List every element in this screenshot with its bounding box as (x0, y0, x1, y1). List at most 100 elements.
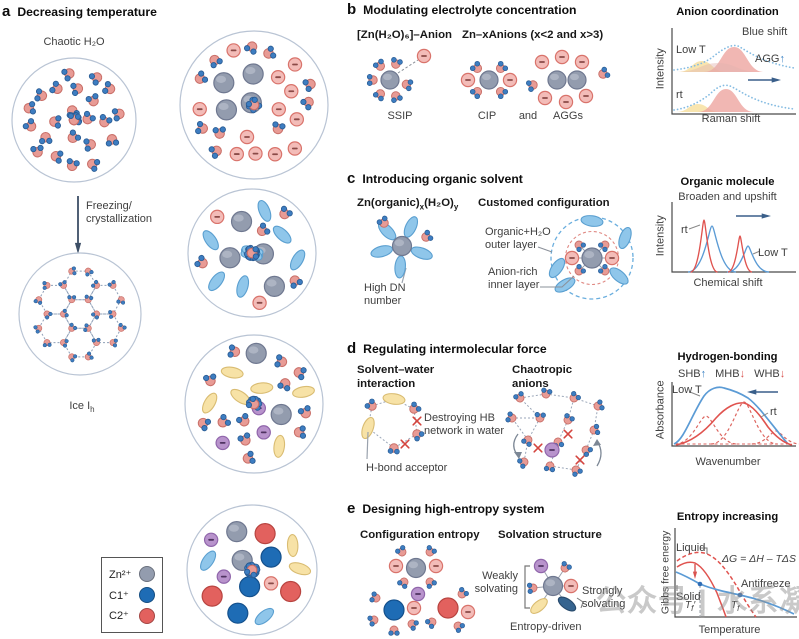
formula-organic-p1: Zn(organic) (357, 197, 420, 209)
zn-organic-diagram (370, 215, 434, 284)
nmr-chart-title: Organic molecule (680, 176, 775, 188)
ir-low-t-label: Low T (672, 384, 702, 396)
solid-label: Solid (676, 591, 701, 603)
ice-label-sub: h (90, 405, 95, 415)
solvent-line1: Solvent–water (357, 364, 435, 376)
gibbs-chart-title: Entropy increasing (676, 511, 779, 523)
panel-b-title: Modulating electrolyte concentration (363, 3, 577, 17)
panel-c-tag: c (347, 170, 356, 187)
cip-diagram (460, 60, 518, 100)
panel-c-header: c Introducing organic solvent (347, 170, 523, 188)
whb-label: WHB (754, 368, 780, 380)
legend-row-c1: C1⁺ (109, 585, 155, 606)
legend-row-c2: C2⁺ (109, 605, 155, 626)
agg-text: AGG (755, 53, 780, 65)
configuration-entropy-diagram (367, 545, 476, 636)
h-bond-acceptor-label: H-bond acceptor (366, 462, 448, 474)
strong-line2: solvating (582, 598, 626, 611)
destroying-hb-label: Destroying HB network in water (424, 412, 504, 439)
nmr-chart-subtitle: Broaden and upshift (678, 191, 777, 203)
liquid-label: Liquid (676, 542, 706, 554)
legend-c1-label: C1⁺ (109, 589, 129, 602)
ion-legend: Zn²⁺ C1⁺ C2⁺ (101, 557, 163, 633)
panel-b-header: b Modulating electrolyte concentration (347, 1, 576, 19)
c1-ion-icon (139, 587, 155, 603)
panel-d-tag: d (347, 340, 357, 357)
entropy-driven-label: Entropy-driven (510, 621, 582, 633)
ir-chart-title: Hydrogen-bonding (677, 351, 778, 363)
tf-prime-label: Tf′ (685, 600, 695, 614)
formula-zn-organic: Zn(organic)x(H₂O)y (357, 197, 458, 212)
gibbs-equation: ΔG = ΔH – TΔS (722, 553, 796, 565)
panel-a-tag: a (2, 3, 11, 20)
dn-line1: High DN (364, 282, 406, 294)
formula-organic-s2: y (453, 202, 459, 212)
zn-ion-icon (139, 566, 155, 583)
inner-layer-label: Anion-rich inner layer (488, 266, 539, 293)
tf-prime-mark: ′ (693, 600, 696, 611)
formula-zn-hexahydrate: [Zn(H₂O)₆]–Anion (357, 29, 453, 41)
panel-e-title: Designing high-entropy system (362, 502, 545, 516)
panel-a-header: a Decreasing temperature (2, 3, 157, 21)
chaotropic-anion-diagram (505, 387, 605, 477)
mhb-down-arrow-icon: ↓ (739, 368, 746, 380)
tf-t: T (731, 600, 738, 611)
raman-xlabel: Raman shift (701, 113, 761, 125)
weakly-solvating-label: Weakly solvating (436, 570, 518, 597)
panel-c-title: Introducing organic solvent (362, 172, 523, 186)
electrolyte-circle-concentrated (179, 30, 329, 180)
formula-organic-s1: x (419, 202, 425, 212)
agg-up-arrow-icon: ↑ (779, 53, 785, 65)
destroy-line2: network in water (424, 425, 505, 438)
legend-c2-label: C2⁺ (109, 610, 129, 623)
antifreeze-label: Antifreeze (741, 578, 791, 590)
nmr-xlabel: Chemical shift (693, 277, 763, 289)
ssip-diagram (366, 48, 432, 103)
nmr-chart (671, 202, 796, 273)
weak-line2: solvating (474, 583, 518, 596)
destroy-line1: Destroying HB (424, 412, 495, 424)
solvation-structure-label: Solvation structure (498, 529, 602, 541)
raman-chart-title: Anion coordination (676, 6, 779, 18)
raman-chart (671, 28, 796, 115)
nmr-low-t-label: Low T (758, 247, 788, 259)
aggs-caption: AGGs (553, 110, 583, 122)
formula-organic-p2: (H₂O) (424, 197, 454, 209)
configuration-entropy-label: Configuration entropy (360, 529, 480, 541)
tf-prime-sub: f (691, 604, 694, 613)
legend-row-zn: Zn²⁺ (109, 564, 155, 585)
panel-d-header: d Regulating intermolecular force (347, 340, 547, 358)
customed-configuration-diagram (548, 215, 634, 300)
outer-line1: Organic+H₂O (485, 226, 551, 238)
electrolyte-circle-chaotropic (184, 334, 324, 474)
ir-xlabel: Wavenumber (695, 456, 761, 468)
raman-rt-label: rt (676, 89, 683, 101)
tf-prime-t: T (685, 600, 692, 611)
high-dn-label: High DN number (364, 282, 406, 309)
freezing-line1: Freezing/ (86, 200, 132, 212)
panel-d-title: Regulating intermolecular force (363, 342, 547, 356)
formula-zn-anions: Zn–xAnions (x<2 and x>3) (462, 29, 604, 41)
ice-lattice-circle (18, 252, 142, 376)
panel-e-tag: e (347, 500, 356, 517)
outer-line2: outer layer (485, 239, 537, 252)
weak-line1: Weakly (482, 570, 518, 582)
whb-down-arrow-icon: ↓ (779, 368, 786, 380)
solvation-structure-diagram (524, 558, 584, 614)
ssip-caption: SSIP (387, 110, 413, 122)
ice-label-main: Ice I (69, 400, 91, 412)
cip-caption: CIP (477, 110, 497, 122)
freezing-label: Freezing/ crystallization (86, 200, 152, 227)
freezing-line2: crystallization (86, 213, 153, 226)
ir-chart (671, 382, 799, 447)
chao-line2: anions (512, 377, 549, 390)
blue-shift-label: Blue shift (742, 26, 788, 38)
panel-b-tag: b (347, 1, 357, 18)
customed-configuration-title: Customed configuration (478, 197, 610, 209)
agg-increase-label: AGG↑ (755, 53, 785, 66)
dn-line2: number (364, 295, 402, 308)
outer-layer-label: Organic+H₂O outer layer (485, 226, 551, 253)
panel-a-title: Decreasing temperature (17, 5, 157, 19)
